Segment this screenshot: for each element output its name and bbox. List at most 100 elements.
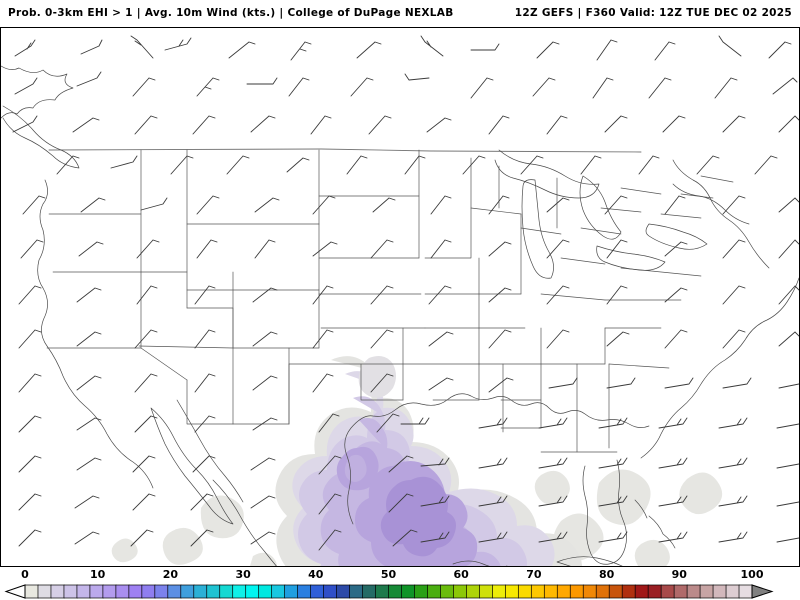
- wind-barb: [318, 455, 342, 475]
- colorbar-tick-label: 40: [308, 568, 324, 581]
- vancouver-island: [2, 105, 80, 169]
- wind-barb: [658, 417, 688, 429]
- wind-barb: [370, 285, 394, 305]
- wind-barb: [250, 495, 276, 509]
- wind-barb: [136, 285, 158, 305]
- wind-barb: [638, 155, 660, 175]
- wind-barb: [194, 285, 216, 305]
- colorbar: 0 10 20 30 40 50 60 70 80 90 100: [0, 567, 800, 600]
- colorbar-segment: [530, 584, 546, 599]
- wind-barb: [140, 197, 168, 211]
- wind-barb: [310, 115, 332, 135]
- wind-barb: [318, 493, 342, 515]
- wind-barb: [546, 285, 570, 305]
- wind-barb: [462, 155, 486, 175]
- wind-barb: [778, 285, 799, 305]
- wind-barb: [488, 195, 510, 215]
- colorbar-segment: [128, 584, 143, 599]
- wind-barb: [194, 373, 216, 393]
- wind-barb: [592, 77, 614, 99]
- gulf-coast: [344, 393, 650, 525]
- lake-superior: [494, 149, 600, 199]
- wind-barb: [20, 239, 44, 259]
- wind-barb: [18, 493, 42, 511]
- wind-barb: [776, 423, 799, 429]
- colorbar-segment: [725, 584, 740, 599]
- baja-california: [150, 407, 234, 525]
- wind-barb: [776, 537, 799, 543]
- wind-barb: [722, 285, 746, 305]
- wind-barb: [598, 531, 628, 543]
- wind-barb: [194, 415, 216, 433]
- wind-barb: [714, 77, 738, 99]
- contour-band-12pct-core: [380, 476, 456, 557]
- wind-barb: [18, 415, 42, 433]
- colorbar-segment: [206, 584, 221, 599]
- wind-barb: [132, 493, 156, 511]
- contour-band-west-lobe: [344, 454, 367, 482]
- wind-barb: [778, 197, 799, 213]
- wind-barb: [190, 493, 214, 511]
- colorbar-segment: [479, 584, 494, 599]
- colorbar-segments: [24, 584, 753, 599]
- mexico-coast: [212, 479, 277, 566]
- colorbar-segment: [686, 584, 701, 599]
- wind-barb: [76, 417, 102, 431]
- wind-barb: [74, 495, 100, 509]
- colorbar-segment: [50, 584, 65, 599]
- wind-barb: [428, 377, 454, 391]
- wind-barb: [722, 239, 746, 259]
- wind-barb: [404, 73, 430, 81]
- wind-barb: [288, 77, 310, 97]
- wind-barb: [14, 77, 38, 95]
- colorbar-segment: [323, 584, 338, 599]
- wind-barb: [400, 417, 430, 425]
- colorbar-segment: [634, 584, 649, 599]
- colorbar-segment: [466, 584, 481, 599]
- wind-barb: [664, 241, 688, 257]
- colorbar-segment: [582, 584, 597, 599]
- wind-barb: [286, 157, 310, 173]
- colorbar-segment: [699, 584, 714, 599]
- map-canvas[interactable]: [1, 28, 799, 566]
- wind-barb: [426, 117, 452, 133]
- wind-barb: [76, 375, 102, 391]
- wind-barb: [134, 329, 158, 349]
- wind-barb: [250, 115, 276, 133]
- wind-barb: [696, 155, 720, 175]
- colorbar-segment: [375, 584, 390, 599]
- wind-barb: [606, 239, 628, 259]
- colorbar-segment: [608, 584, 623, 599]
- wind-barb: [346, 155, 368, 175]
- wind-barb: [430, 239, 452, 259]
- wind-barb: [76, 331, 102, 347]
- wind-barb: [778, 383, 799, 389]
- wind-barb: [430, 195, 452, 215]
- wind-barb: [388, 455, 414, 473]
- wind-barb: [192, 455, 216, 473]
- wind-barb: [14, 39, 36, 57]
- wind-barb: [778, 331, 799, 347]
- wind-barb: [654, 41, 676, 61]
- wind-barb: [252, 331, 278, 347]
- colorbar-tick-label: 80: [598, 568, 615, 581]
- wind-barb: [368, 115, 392, 135]
- wind-barb: [130, 529, 154, 547]
- wind-barb: [470, 43, 500, 51]
- wind-barb: [598, 417, 628, 429]
- wind-barb: [312, 241, 338, 257]
- wind-barb: [252, 375, 278, 391]
- probability-shading-layer: [111, 356, 723, 566]
- colorbar-segment: [141, 584, 156, 599]
- wind-barb: [478, 531, 508, 543]
- wind-barb: [718, 417, 748, 429]
- map-panel[interactable]: [0, 27, 800, 567]
- wind-barb: [428, 331, 454, 347]
- wind-barb: [664, 377, 694, 389]
- wind-barb: [546, 115, 568, 135]
- colorbar-swatches: [4, 584, 774, 599]
- colorbar-tick-label: 0: [21, 568, 29, 581]
- wind-barb: [76, 71, 102, 87]
- colorbar-segment: [492, 584, 507, 599]
- wind-barb: [18, 373, 42, 393]
